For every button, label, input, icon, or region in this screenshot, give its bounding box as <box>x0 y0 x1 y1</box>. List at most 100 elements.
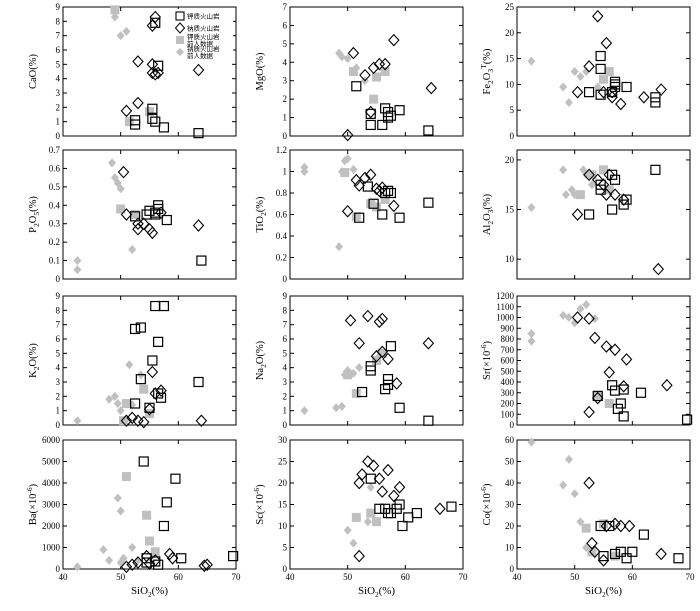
y-tick-label: 1 <box>283 406 288 416</box>
data-point-square-open <box>144 402 155 413</box>
data-point-square-open <box>129 119 141 130</box>
y-tick-label: 1200 <box>496 291 515 301</box>
data-point-square-open <box>650 92 661 103</box>
data-point-square-open <box>650 97 661 108</box>
data-point-square-open <box>193 376 204 388</box>
data-point-square-open <box>377 119 388 131</box>
data-point-square-open <box>411 508 422 519</box>
data-point-square-gray <box>599 165 608 175</box>
legend-label-line1: 钾质火山岩 <box>187 32 220 41</box>
data-point-square-gray <box>142 510 152 520</box>
data-point-square-open <box>158 122 170 133</box>
y-tick-label: 9 <box>56 2 61 12</box>
y-axis-title-part: O(%) <box>255 340 266 364</box>
data-point-square-open <box>158 300 170 312</box>
data-point-square-open <box>129 323 141 335</box>
data-point-diamond-open <box>373 315 386 329</box>
data-point-square-open <box>382 185 394 196</box>
data-point-square-open <box>153 60 164 71</box>
data-point-square-open <box>609 81 621 93</box>
data-point-diamond-open <box>589 331 601 345</box>
data-point-diamond-gray <box>564 97 573 107</box>
data-point-square-open <box>135 374 146 385</box>
data-point-square-open <box>170 473 181 484</box>
y-tick-label: 0 <box>56 420 61 430</box>
data-point-diamond-open <box>583 60 595 73</box>
y-axis-title: TiO2(%) <box>255 196 268 233</box>
y-tick-label: 4000 <box>42 478 61 488</box>
data-point-diamond-gray <box>73 256 82 266</box>
data-point-diamond-open <box>364 105 377 119</box>
data-point-diamond-open <box>132 96 144 110</box>
y-tick-label: 0 <box>510 131 515 141</box>
legend-diamond-gray-icon <box>176 48 184 56</box>
data-point-diamond-open <box>571 208 584 221</box>
data-point-diamond-gray <box>113 399 122 408</box>
data-point-square-gray <box>604 185 614 195</box>
data-point-diamond-gray <box>349 538 358 548</box>
panel-10: 0 5 10 15 20 25 30 40 50 60 70 SiO2(%) Sc(×10-6) <box>252 435 468 599</box>
data-point-diamond-open <box>132 556 144 569</box>
data-point-diamond-gray <box>73 416 82 426</box>
data-point-square-open <box>153 559 164 570</box>
y-tick-label: 0.4 <box>276 231 288 241</box>
data-point-square-open <box>650 164 661 175</box>
data-point-diamond-open <box>146 66 159 80</box>
legend-square-gray-icon <box>176 36 184 44</box>
y-tick-label: 700 <box>501 345 515 355</box>
y-tick-label: 2000 <box>42 521 61 531</box>
x-tick-label: 60 <box>401 572 411 582</box>
data-point-diamond-open <box>126 411 138 425</box>
data-point-diamond-open <box>583 476 595 490</box>
data-point-diamond-open <box>571 85 584 99</box>
panel-frame <box>516 295 691 426</box>
y-axis-title-part: Na <box>255 368 266 381</box>
data-point-square-open <box>618 384 629 395</box>
y-tick-label: 0 <box>56 564 61 574</box>
y-tick-label: 0.4 <box>49 200 61 210</box>
data-point-square-gray <box>372 72 381 82</box>
data-point-diamond-gray <box>593 82 602 92</box>
data-point-square-open <box>365 108 376 119</box>
data-point-diamond-gray <box>343 525 352 535</box>
data-point-square-open <box>607 204 618 215</box>
data-point-diamond-gray <box>116 31 125 41</box>
data-point-square-gray <box>380 67 390 76</box>
data-point-square-open <box>354 212 365 223</box>
data-point-diamond-open <box>195 414 208 428</box>
y-tick-label: 4 <box>56 74 61 84</box>
data-point-square-open <box>609 548 621 560</box>
data-point-diamond-open <box>120 208 133 221</box>
data-point-diamond-open <box>192 63 205 77</box>
data-point-square-open <box>673 553 684 564</box>
data-point-square-open <box>423 415 434 426</box>
y-tick-label: 5 <box>56 59 61 69</box>
y-axis-title: Al2O3(%) <box>482 193 495 235</box>
data-point-square-open <box>356 386 368 398</box>
x-axis-title-main: SiO <box>585 585 602 597</box>
y-tick-label: 6 <box>56 334 61 344</box>
y-tick-label: 0.6 <box>276 210 288 220</box>
data-point-diamond-gray <box>355 363 364 373</box>
data-point-square-open <box>397 520 408 532</box>
data-point-diamond-open <box>146 58 159 71</box>
data-point-diamond-gray <box>570 67 579 76</box>
data-point-diamond-open <box>373 472 386 486</box>
legend-item-0: 钾质火山岩 <box>175 11 220 21</box>
data-point-square-gray <box>119 416 129 426</box>
data-point-square-open <box>423 197 434 208</box>
x-axis-title: SiO2(%) <box>131 585 168 599</box>
data-point-diamond-open <box>370 182 383 196</box>
data-point-diamond-open <box>149 10 162 24</box>
data-point-diamond-gray <box>576 72 585 82</box>
data-point-diamond-open <box>661 378 673 392</box>
y-tick-label: 600 <box>501 356 515 366</box>
y-axis-title-part: T <box>479 64 488 69</box>
data-point-diamond-gray <box>110 12 119 22</box>
y-axis-title-part: O <box>482 213 493 221</box>
data-point-diamond-open <box>655 83 667 96</box>
y-axis-title-part: 2 <box>259 364 268 368</box>
data-point-square-open <box>365 361 376 372</box>
